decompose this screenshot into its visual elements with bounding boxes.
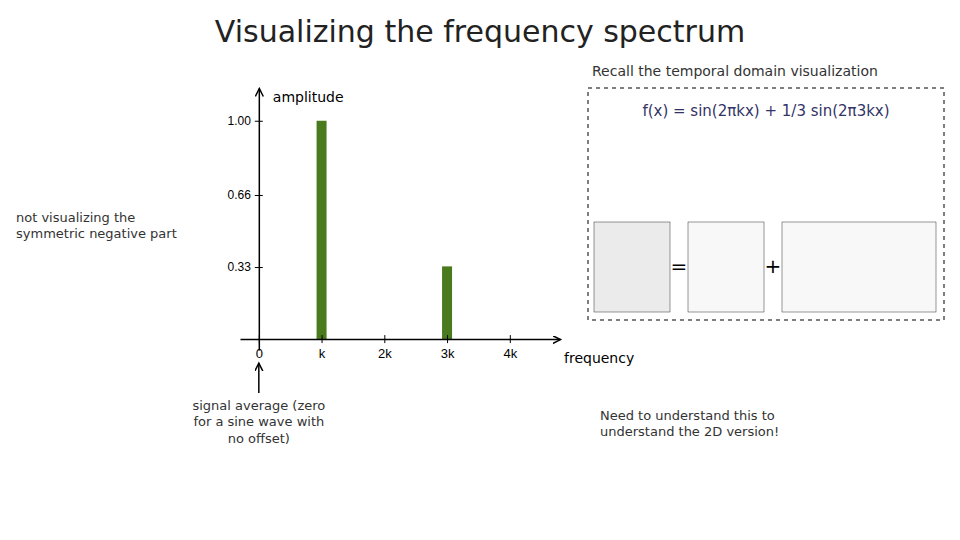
annotation-line: signal average (zero [192, 398, 325, 413]
annotation-line: for a sine wave with [193, 414, 324, 429]
annotation-line: symmetric negative part [16, 226, 177, 241]
x-tick: 2k [378, 335, 392, 361]
annotation-line: + [765, 254, 782, 278]
y-axis-line [259, 89, 261, 351]
annotation-line: = [671, 254, 688, 278]
x-tick-mark [447, 335, 448, 343]
y-tick: 1.00 [227, 114, 262, 128]
wave-panel [594, 222, 670, 312]
annotation-line: f(x) = sin(2πkx) + 1/3 sin(2π3kx) [642, 102, 889, 120]
x-tick: k [319, 335, 326, 361]
y-tick-label: 0.33 [227, 260, 251, 274]
x-axis-label: frequency [564, 350, 634, 366]
x-tick: 4k [503, 335, 517, 361]
wave-panel [688, 222, 764, 312]
bars [317, 121, 452, 339]
wave-panel [782, 222, 936, 312]
x-tick-label: 2k [378, 346, 392, 361]
title: Visualizing the frequency spectrum [215, 14, 745, 49]
annotation-line: Recall the temporal domain visualization [592, 63, 878, 79]
bar [317, 121, 327, 339]
y-tick-mark [255, 267, 263, 268]
plus-sign: + [765, 254, 782, 278]
x-tick-label: 4k [503, 346, 517, 361]
x-tick-mark [510, 335, 511, 343]
y-tick: 0.33 [227, 260, 262, 274]
annotation-line: understand the 2D version! [600, 424, 779, 439]
annotation-line: not visualizing the [16, 210, 135, 225]
formula-box [588, 88, 944, 320]
y-axis-label: amplitude [273, 89, 344, 105]
y-tick-label: 1.00 [227, 114, 251, 128]
x-tick-label: 3k [441, 346, 455, 361]
y-tick: 0.66 [227, 188, 262, 202]
x-axis: 0k2k3k4k [241, 335, 561, 361]
x-axis-line [241, 339, 561, 341]
y-axis: 0.33 0.66 1.00 [227, 89, 262, 351]
y-tick-label: 0.66 [227, 188, 251, 202]
x-tick-label: k [319, 346, 326, 361]
x-tick-mark [384, 335, 385, 343]
formula: f(x) = sin(2πkx) + 1/3 sin(2π3kx) [642, 102, 889, 120]
note-recall: Recall the temporal domain visualization [592, 63, 878, 79]
y-tick-mark [255, 121, 263, 122]
note-understand: Need to understand this tounderstand the… [600, 408, 779, 439]
equals-sign: = [671, 254, 688, 278]
x-tick-mark [322, 335, 323, 343]
x-tick: 3k [441, 335, 455, 361]
signal-average-arrow [258, 363, 260, 393]
bar [442, 266, 452, 339]
annotation-line: no offset) [228, 431, 290, 446]
annotation-line: Need to understand this to [600, 408, 775, 423]
note-negative-part: not visualizing thesymmetric negative pa… [16, 210, 177, 241]
y-tick-mark [255, 195, 263, 196]
chart: Visualizing the frequency spectrum0k2k3k… [0, 0, 960, 540]
note-signal-average: signal average (zerofor a sine wave with… [192, 398, 325, 446]
